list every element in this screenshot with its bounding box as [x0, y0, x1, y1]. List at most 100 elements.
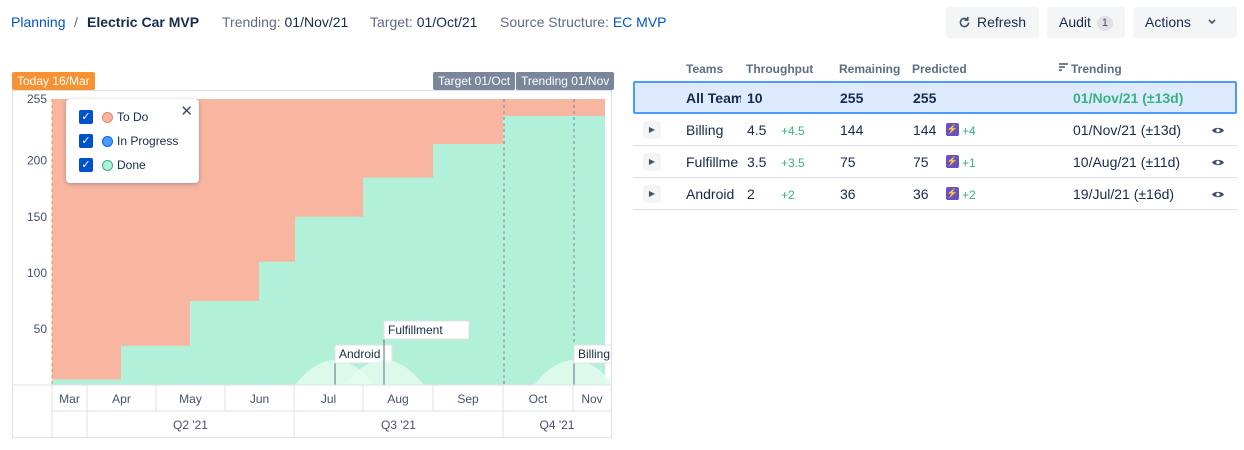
predicted-delta: +1 — [962, 156, 976, 170]
y-tick-label: 100 — [27, 266, 47, 280]
predicted-value: 144 — [913, 122, 937, 138]
legend-todo-label: To Do — [117, 110, 149, 124]
source-label: Source Structure: — [500, 14, 609, 30]
breadcrumb-planning[interactable]: Planning — [11, 14, 66, 30]
source-meta: Source Structure: EC MVP — [500, 14, 667, 30]
month-label: Mar — [59, 392, 80, 406]
bolt-icon: ⚡ — [946, 123, 959, 136]
trending-header-label: Trending — [1071, 62, 1122, 76]
quarter-label: Q2 '21 — [173, 418, 208, 432]
actions-label: Actions — [1145, 14, 1191, 30]
done-area — [52, 99, 605, 385]
audit-button[interactable]: Audit 1 — [1047, 7, 1125, 38]
refresh-button[interactable]: Refresh — [946, 7, 1039, 38]
expand-icon[interactable]: ▶ — [643, 121, 661, 139]
eye-icon[interactable] — [1211, 126, 1225, 135]
team-marker-label: Fulfillment — [388, 323, 443, 337]
legend-in-progress-label: In Progress — [117, 134, 179, 148]
done-swatch — [102, 159, 113, 171]
todo-swatch — [102, 111, 113, 123]
predicted-value: 255 — [913, 90, 937, 106]
column-header-teams[interactable]: Teams — [686, 62, 724, 76]
chevron-down-icon — [1208, 19, 1216, 25]
checkbox-icon[interactable]: ✓ — [79, 134, 93, 148]
team-marker-box — [573, 344, 611, 364]
refresh-icon — [959, 16, 970, 28]
predicted-value: 75 — [913, 154, 929, 170]
column-header-trending[interactable]: Trending — [1058, 62, 1122, 76]
legend-item-done[interactable]: ✓ Done — [79, 157, 146, 173]
target-meta: Target: 01/Oct/21 — [370, 14, 477, 30]
throughput-delta: +4.5 — [781, 124, 805, 138]
quarter-label: Q3 '21 — [381, 418, 416, 432]
predicted-delta: +4 — [962, 124, 976, 138]
predicted-value: 36 — [913, 186, 929, 202]
sort-icon[interactable] — [1058, 63, 1069, 73]
quarter-label: Q4 '21 — [540, 418, 575, 432]
throughput-delta: +3.5 — [781, 156, 805, 170]
expand-icon[interactable]: ▶ — [643, 153, 661, 171]
trending-value: 01/Nov/21 (±13d) — [1073, 90, 1184, 106]
month-label: Sep — [457, 392, 479, 406]
table-row-android[interactable]: ▶ Android 2 +2 36 36 ⚡ +2 19/Jul/21 (±16… — [633, 178, 1237, 210]
actions-button[interactable]: Actions — [1133, 7, 1237, 38]
team-name: Android — [686, 186, 735, 202]
team-name: All Team — [686, 90, 741, 106]
legend-done-label: Done — [117, 158, 146, 172]
trending-meta: Trending: 01/Nov/21 — [222, 14, 348, 30]
team-name: Billing — [686, 122, 724, 138]
target-flag: Target 01/Oct — [433, 72, 516, 90]
column-header-throughput[interactable]: Throughput — [746, 62, 814, 76]
source-structure-link[interactable]: EC MVP — [612, 14, 667, 30]
throughput-value: 10 — [747, 90, 763, 106]
close-icon[interactable]: ✕ — [180, 103, 193, 120]
throughput-value: 2 — [747, 186, 755, 202]
month-label: Jul — [321, 392, 336, 406]
team-marker-hump — [534, 360, 611, 385]
eye-icon[interactable] — [1211, 190, 1225, 199]
column-header-predicted[interactable]: Predicted — [912, 62, 967, 76]
predicted-delta: +2 — [962, 188, 976, 202]
trending-value: 01/Nov/21 (±13d) — [1073, 122, 1182, 138]
eye-icon[interactable] — [1211, 158, 1225, 167]
trending-label: Trending: — [222, 14, 281, 30]
table-row-fulfillment[interactable]: ▶ Fulfillme 3.5 +3.5 75 75 ⚡ +1 10/Aug/2… — [633, 146, 1237, 178]
team-marker-label: Billing — [578, 347, 610, 361]
trending-value: 10/Aug/21 (±11d) — [1073, 154, 1181, 170]
month-label: Oct — [529, 392, 548, 406]
column-header-remaining[interactable]: Remaining — [839, 62, 901, 76]
checkbox-icon[interactable]: ✓ — [79, 158, 93, 172]
checkbox-icon[interactable]: ✓ — [79, 110, 93, 124]
target-value: 01/Oct/21 — [416, 14, 478, 30]
legend-item-todo[interactable]: ✓ To Do — [79, 109, 148, 125]
target-label: Target: — [370, 14, 413, 30]
month-label: Apr — [112, 392, 131, 406]
y-tick-label: 50 — [34, 322, 48, 336]
legend-item-in-progress[interactable]: ✓ In Progress — [79, 133, 178, 149]
trending-value: 19/Jul/21 (±16d) — [1073, 186, 1175, 202]
trending-flag: Trending 01/Nov — [516, 72, 615, 90]
y-tick-label: 150 — [27, 210, 47, 224]
audit-count-badge: 1 — [1096, 16, 1114, 31]
in-progress-swatch — [102, 135, 113, 147]
month-label: Jun — [250, 392, 269, 406]
month-label: Aug — [387, 392, 408, 406]
throughput-value: 3.5 — [747, 154, 767, 170]
refresh-label: Refresh — [977, 14, 1027, 30]
expand-icon[interactable]: ▶ — [643, 185, 661, 203]
breadcrumb-separator: / — [74, 14, 78, 30]
top-bar: Planning / Electric Car MVP Trending: 01… — [0, 0, 1244, 46]
team-name: Fulfillme — [686, 154, 739, 170]
y-tick-label: 200 — [27, 154, 47, 168]
audit-label: Audit — [1059, 14, 1091, 30]
team-marker-box — [334, 344, 393, 364]
team-marker-label: Android — [339, 347, 380, 361]
y-tick-label: 255 — [27, 92, 47, 106]
today-flag: Today 16/Mar — [12, 72, 95, 90]
table-row-billing[interactable]: ▶ Billing 4.5 +4.5 144 144 ⚡ +4 01/Nov/2… — [633, 114, 1237, 146]
throughput-delta: +2 — [781, 188, 795, 202]
table-row-all-team[interactable]: All Team 10 255 255 01/Nov/21 (±13d) — [633, 81, 1237, 114]
remaining-value: 36 — [840, 186, 856, 202]
month-label: Nov — [581, 392, 602, 406]
page-title: Electric Car MVP — [87, 14, 200, 30]
